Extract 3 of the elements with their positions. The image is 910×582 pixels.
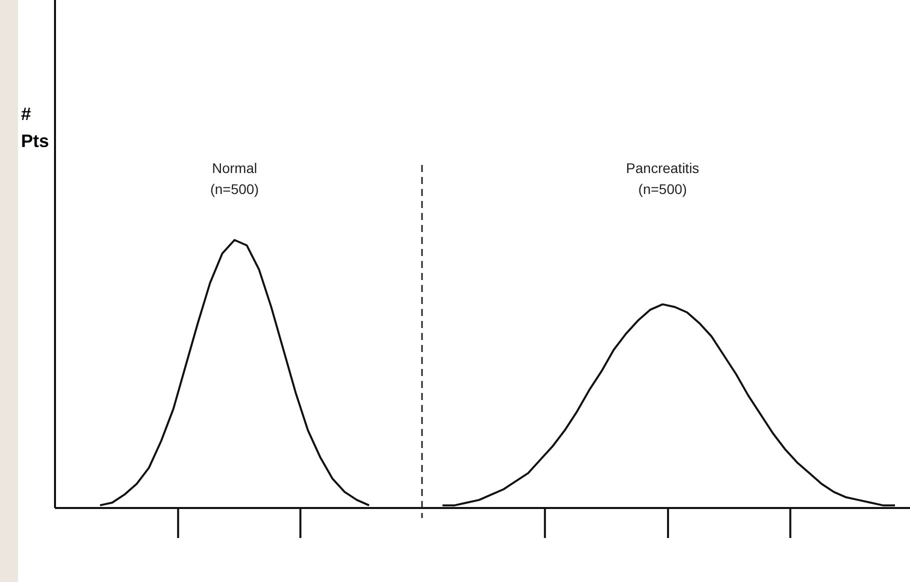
text: # Pts	[21, 104, 50, 151]
text: Normal (n=500)	[210, 160, 259, 197]
text: Pancreatitis (n=500)	[626, 160, 700, 197]
